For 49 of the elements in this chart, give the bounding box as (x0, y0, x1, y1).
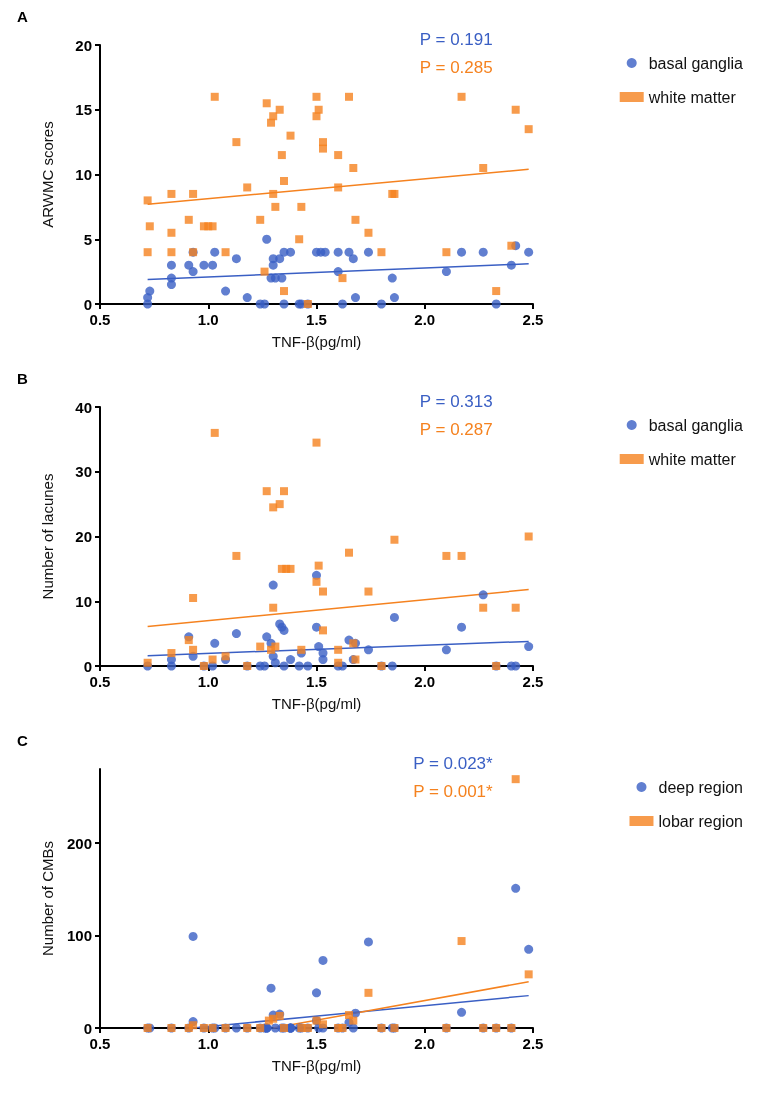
x-tick-label: 1.5 (306, 1035, 327, 1052)
x-tick-label: 2.5 (522, 673, 544, 690)
y-axis-title: Number of lacunes (39, 473, 56, 600)
x-tick-label: 2.5 (522, 311, 544, 328)
y-tick-label: 200 (66, 834, 92, 852)
legend-label: basal ganglia (648, 416, 744, 434)
y-tick-label: 40 (75, 398, 92, 416)
y-tick-label: 10 (75, 592, 92, 610)
y-tick-label: 10 (75, 166, 92, 183)
annotation: P = 0.023* (413, 754, 494, 773)
y-tick-label: 20 (75, 36, 92, 54)
x-tick-label: 1.0 (197, 673, 219, 690)
legend-label: white matter (647, 88, 737, 106)
y-axis-title: Number of CMBs (39, 840, 56, 957)
x-tick-label: 0.5 (89, 1035, 111, 1052)
y-axis-title: ARWMC scores (39, 121, 56, 228)
x-tick-label: 2.0 (414, 311, 436, 328)
y-tick-label: 30 (75, 463, 92, 481)
legend-label: basal ganglia (648, 54, 744, 72)
x-tick-label: 0.5 (89, 311, 111, 328)
y-tick-label: 0 (83, 1019, 92, 1037)
y-tick-label: 0 (83, 657, 92, 675)
legend-label: lobar region (658, 812, 743, 830)
legend-label: deep region (658, 778, 743, 796)
chart-title: C (17, 732, 28, 749)
x-axis-title: TNF-β(pg/ml) (271, 695, 362, 712)
y-tick-label: 15 (75, 101, 92, 119)
x-tick-label: 2.5 (522, 1035, 544, 1052)
legend-label: white matter (647, 450, 737, 468)
x-tick-label: 1.0 (197, 311, 219, 328)
x-axis-title: TNF-β(pg/ml) (271, 1057, 362, 1074)
y-tick-label: 5 (83, 230, 92, 248)
x-tick-label: 0.5 (89, 673, 111, 690)
y-tick-label: 0 (83, 295, 92, 313)
x-tick-label: 2.0 (414, 673, 436, 690)
annotation: P = 0.287 (419, 420, 493, 439)
annotation: P = 0.313 (419, 392, 493, 411)
y-tick-label: 100 (66, 927, 92, 944)
x-tick-label: 1.5 (306, 673, 327, 690)
annotation: P = 0.285 (419, 58, 493, 77)
chart-title: B (17, 370, 28, 387)
annotation: P = 0.001* (413, 782, 494, 801)
x-tick-label: 2.0 (414, 1035, 436, 1052)
annotation: P = 0.191 (419, 30, 493, 49)
x-tick-label: 1.5 (306, 311, 327, 328)
y-tick-label: 20 (75, 528, 92, 545)
chart-title: A (17, 8, 28, 25)
x-axis-title: TNF-β(pg/ml) (271, 333, 362, 350)
x-tick-label: 1.0 (197, 1035, 219, 1052)
